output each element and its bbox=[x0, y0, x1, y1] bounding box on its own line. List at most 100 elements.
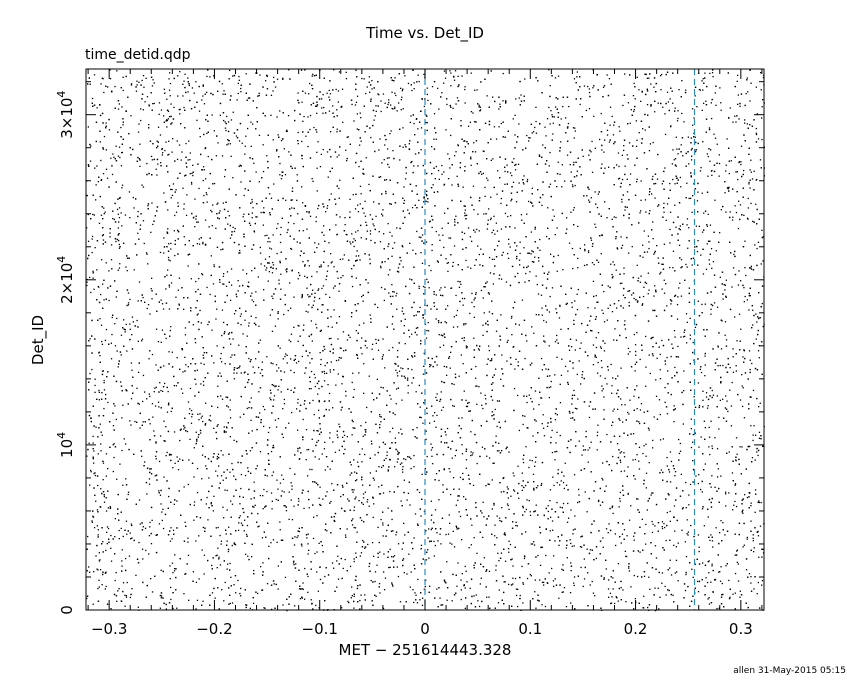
data-point bbox=[181, 151, 183, 153]
data-point bbox=[184, 573, 186, 575]
data-point bbox=[724, 321, 727, 323]
data-point bbox=[168, 78, 170, 80]
data-point bbox=[535, 106, 537, 108]
data-point bbox=[304, 598, 306, 600]
data-point bbox=[470, 431, 472, 433]
data-point bbox=[102, 370, 104, 372]
data-point bbox=[237, 92, 239, 95]
data-point bbox=[162, 508, 164, 510]
data-point bbox=[184, 334, 187, 336]
data-point bbox=[573, 394, 576, 396]
data-point bbox=[290, 482, 292, 484]
data-point bbox=[664, 133, 667, 136]
data-point bbox=[246, 407, 248, 410]
data-point bbox=[546, 118, 549, 120]
data-point bbox=[259, 372, 262, 374]
data-point bbox=[638, 132, 640, 134]
data-point bbox=[608, 78, 611, 80]
data-point bbox=[573, 576, 576, 578]
data-point bbox=[761, 138, 763, 141]
data-point bbox=[664, 386, 666, 389]
data-point bbox=[597, 424, 599, 426]
data-point bbox=[473, 316, 475, 318]
data-point bbox=[388, 101, 390, 104]
data-point bbox=[710, 149, 712, 151]
data-point bbox=[391, 91, 393, 93]
data-point bbox=[484, 394, 486, 396]
data-point bbox=[231, 602, 234, 604]
data-point bbox=[445, 258, 447, 260]
data-point bbox=[478, 253, 480, 256]
data-point bbox=[606, 74, 608, 76]
data-point bbox=[406, 573, 408, 575]
data-point bbox=[570, 211, 572, 213]
data-point bbox=[418, 236, 420, 238]
data-point bbox=[262, 405, 264, 408]
data-point bbox=[279, 521, 281, 523]
data-point bbox=[418, 285, 420, 287]
data-point bbox=[299, 254, 301, 257]
data-point bbox=[347, 600, 349, 603]
data-point bbox=[443, 171, 445, 173]
data-point bbox=[280, 140, 283, 142]
data-point bbox=[449, 542, 451, 544]
data-point bbox=[172, 572, 174, 574]
data-point bbox=[613, 264, 616, 266]
data-point bbox=[101, 343, 104, 345]
data-point bbox=[245, 135, 247, 137]
data-point bbox=[538, 154, 540, 156]
data-point bbox=[110, 358, 113, 360]
data-point bbox=[720, 520, 722, 522]
data-point bbox=[198, 238, 200, 240]
data-point bbox=[416, 602, 419, 604]
data-point bbox=[212, 283, 215, 285]
data-point bbox=[145, 549, 147, 552]
data-point bbox=[677, 296, 679, 298]
data-point bbox=[524, 281, 526, 283]
data-point bbox=[462, 478, 464, 481]
data-point bbox=[430, 269, 432, 272]
data-point bbox=[166, 274, 168, 276]
data-point bbox=[87, 126, 89, 128]
data-point bbox=[466, 405, 469, 408]
data-point bbox=[378, 446, 381, 448]
data-point bbox=[690, 137, 692, 139]
data-point bbox=[758, 357, 760, 359]
data-point bbox=[427, 321, 429, 324]
data-point bbox=[751, 178, 754, 180]
data-point bbox=[137, 606, 139, 608]
data-point bbox=[94, 378, 96, 380]
data-point bbox=[371, 542, 374, 544]
data-point bbox=[640, 199, 642, 201]
data-point bbox=[280, 273, 282, 275]
data-point bbox=[251, 556, 253, 558]
data-point bbox=[514, 169, 517, 171]
data-point bbox=[165, 288, 167, 290]
data-point bbox=[674, 294, 677, 296]
data-point bbox=[249, 607, 251, 609]
data-point bbox=[97, 181, 99, 183]
data-point bbox=[331, 326, 333, 328]
data-point bbox=[661, 582, 663, 584]
data-point bbox=[449, 167, 451, 169]
data-point bbox=[279, 110, 281, 112]
data-point bbox=[299, 598, 302, 600]
data-point bbox=[611, 273, 613, 276]
data-point bbox=[574, 300, 576, 302]
data-point bbox=[541, 204, 543, 206]
data-point bbox=[517, 361, 519, 363]
data-point bbox=[610, 263, 612, 265]
data-point bbox=[449, 237, 452, 239]
data-point bbox=[722, 298, 724, 300]
data-point bbox=[534, 465, 536, 467]
data-point bbox=[152, 79, 154, 81]
data-point bbox=[517, 605, 519, 608]
data-point bbox=[658, 399, 661, 401]
data-point bbox=[474, 89, 476, 91]
data-point bbox=[176, 357, 178, 359]
data-point bbox=[364, 200, 366, 202]
data-point bbox=[719, 580, 722, 582]
data-point bbox=[228, 332, 231, 334]
data-point bbox=[314, 456, 316, 458]
data-point bbox=[383, 299, 385, 302]
